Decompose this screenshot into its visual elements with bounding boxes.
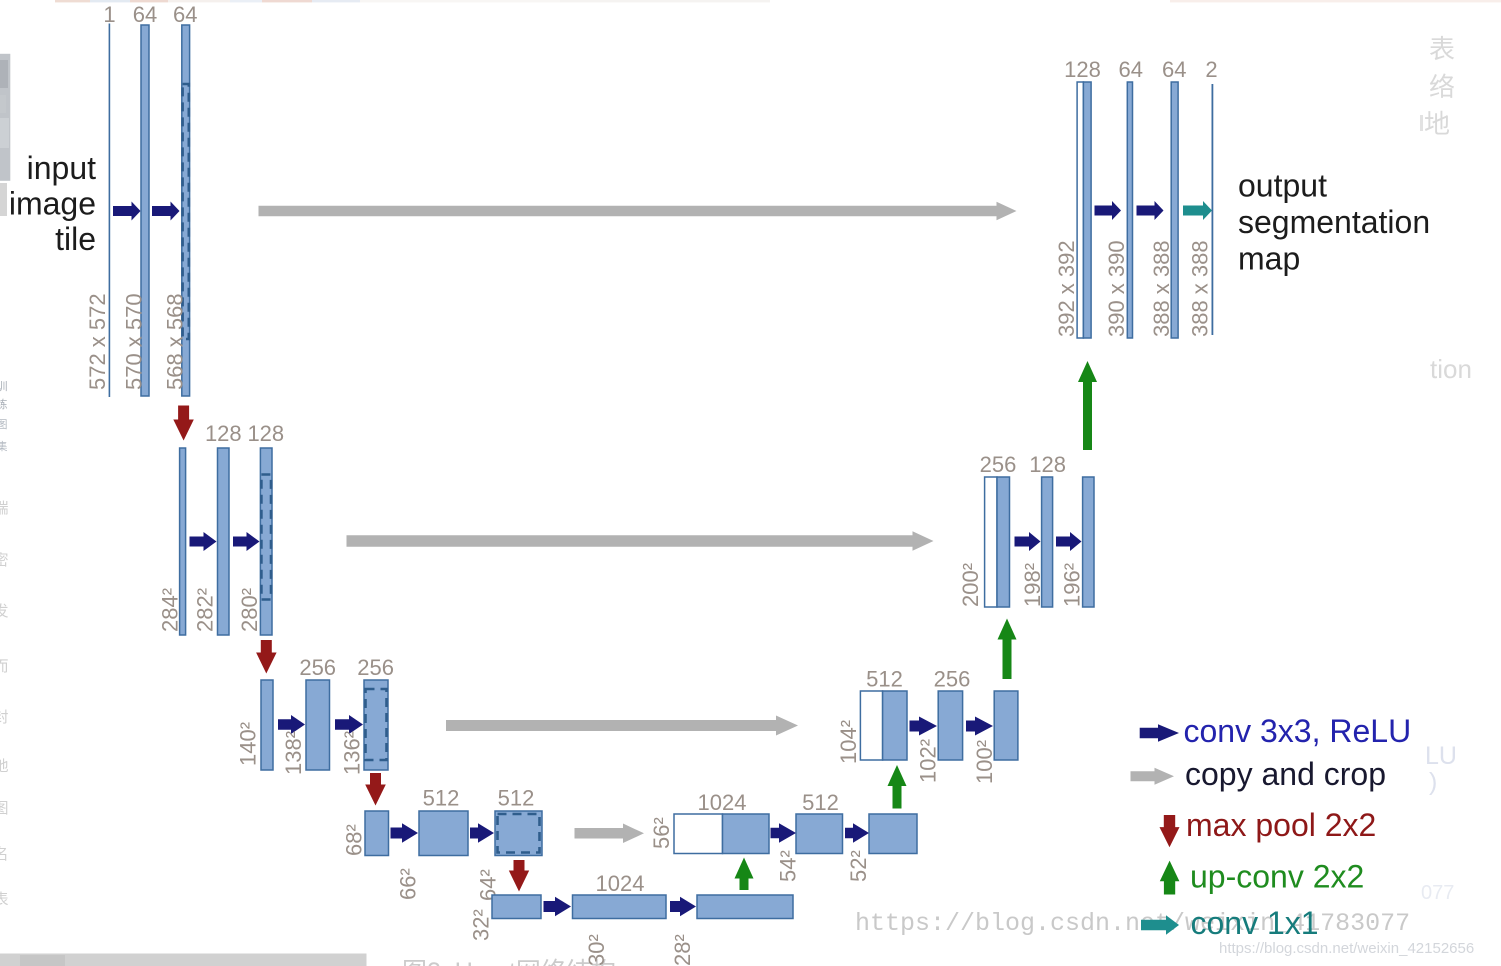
svg-text:output: output (1238, 168, 1327, 204)
svg-text:地: 地 (1424, 109, 1450, 139)
svg-text:): ) (1429, 768, 1437, 796)
svg-text:138²: 138² (281, 731, 306, 775)
svg-text:64: 64 (173, 2, 197, 27)
svg-text:表: 表 (1429, 34, 1455, 64)
svg-text:segmentation: segmentation (1238, 204, 1430, 240)
svg-text:512: 512 (423, 786, 460, 811)
svg-text:1024: 1024 (596, 871, 645, 896)
svg-text:up-conv 2x2: up-conv 2x2 (1190, 859, 1364, 895)
svg-text:image: image (9, 186, 96, 222)
svg-text:390 x 390: 390 x 390 (1104, 240, 1129, 337)
svg-text:地: 地 (0, 758, 9, 775)
svg-text:54²: 54² (775, 850, 800, 882)
svg-text:198²: 198² (1020, 563, 1045, 607)
svg-text:max pool 2x2: max pool 2x2 (1186, 807, 1376, 843)
svg-text:1024: 1024 (698, 790, 747, 815)
svg-text:tile: tile (55, 221, 96, 257)
svg-text:200²: 200² (958, 563, 983, 607)
svg-text:https://blog.csdn.net/weixin_4: https://blog.csdn.net/weixin_42152656 (1219, 940, 1474, 957)
svg-text:512: 512 (802, 790, 839, 815)
svg-text:名: 名 (0, 846, 9, 863)
svg-text:发: 发 (0, 603, 9, 620)
svg-text:572 x 572: 572 x 572 (85, 293, 110, 390)
svg-text:100²: 100² (972, 740, 997, 784)
svg-text:128: 128 (1064, 57, 1101, 82)
svg-text:https://blog.csdn.net/weixin_4: https://blog.csdn.net/weixin_41783077 (855, 909, 1410, 938)
svg-text:68²: 68² (341, 824, 366, 856)
svg-text:map: map (1238, 241, 1300, 277)
svg-text:2: 2 (1205, 57, 1217, 82)
svg-text:而: 而 (0, 658, 9, 675)
svg-text:conv 1x1: conv 1x1 (1191, 905, 1319, 941)
svg-text:56²: 56² (649, 817, 674, 849)
svg-text:input: input (27, 150, 97, 186)
svg-text:1: 1 (103, 2, 115, 27)
svg-text:练: 练 (0, 397, 8, 411)
svg-text:140²: 140² (235, 722, 260, 766)
svg-text:388 x 388: 388 x 388 (1188, 240, 1213, 337)
svg-text:28²: 28² (670, 934, 695, 966)
svg-text:568 x 568: 568 x 568 (162, 293, 187, 390)
svg-text:conv 3x3, ReLU: conv 3x3, ReLU (1184, 713, 1412, 749)
svg-text:077: 077 (1421, 882, 1454, 904)
svg-text:密: 密 (0, 552, 9, 569)
svg-text:512: 512 (866, 667, 903, 692)
svg-text:570 x 570: 570 x 570 (121, 293, 146, 390)
svg-text:表: 表 (0, 891, 9, 908)
svg-text:392 x 392: 392 x 392 (1054, 240, 1079, 337)
svg-text:66²: 66² (395, 868, 420, 900)
svg-text:256: 256 (299, 655, 336, 680)
svg-text:64: 64 (1162, 57, 1186, 82)
svg-text:128: 128 (205, 421, 242, 446)
svg-text:284²: 284² (157, 588, 182, 632)
svg-text:LU: LU (1425, 742, 1457, 770)
svg-text:280²: 280² (237, 588, 262, 632)
svg-text:282²: 282² (192, 588, 217, 632)
svg-text:256: 256 (980, 452, 1017, 477)
svg-text:512: 512 (498, 786, 535, 811)
svg-text:图2: U-net网络结构: 图2: U-net网络结构 (402, 958, 616, 966)
svg-text:388 x 388: 388 x 388 (1149, 240, 1174, 337)
svg-text:训: 训 (0, 380, 8, 393)
svg-text:196²: 196² (1060, 563, 1085, 607)
svg-text:64: 64 (133, 2, 157, 27)
svg-text:128: 128 (1029, 452, 1066, 477)
svg-text:128: 128 (247, 421, 284, 446)
svg-text:136²: 136² (339, 731, 364, 775)
svg-text:图: 图 (0, 418, 8, 431)
svg-text:copy and crop: copy and crop (1185, 756, 1386, 792)
svg-text:端: 端 (0, 500, 9, 517)
svg-text:256: 256 (357, 655, 394, 680)
svg-text:络: 络 (1429, 72, 1455, 102)
svg-text:32²: 32² (468, 909, 493, 941)
svg-text:图: 图 (0, 800, 9, 817)
svg-text:64: 64 (1118, 57, 1142, 82)
svg-text:封: 封 (0, 709, 9, 726)
svg-text:集: 集 (0, 439, 8, 453)
svg-text:102²: 102² (915, 739, 940, 783)
svg-text:52²: 52² (846, 850, 871, 882)
svg-text:tion: tion (1430, 354, 1472, 384)
svg-text:30²: 30² (584, 934, 609, 966)
svg-text:256: 256 (934, 667, 971, 692)
svg-text:104²: 104² (836, 720, 861, 764)
